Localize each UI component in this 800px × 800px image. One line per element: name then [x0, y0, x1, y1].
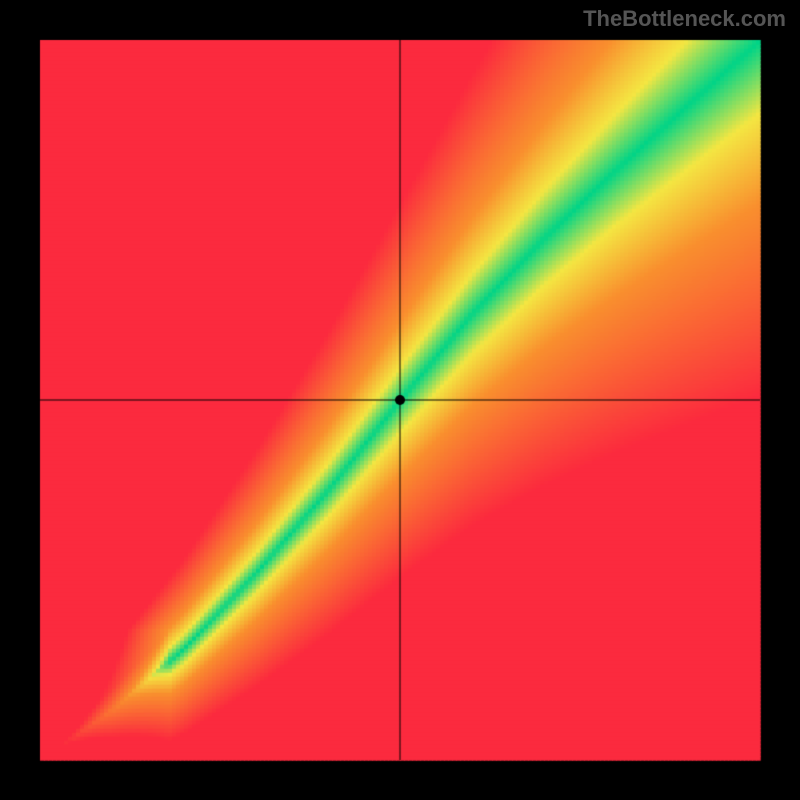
chart-container: TheBottleneck.com: [0, 0, 800, 800]
watermark-text: TheBottleneck.com: [583, 6, 786, 32]
bottleneck-heatmap-canvas: [0, 0, 800, 800]
